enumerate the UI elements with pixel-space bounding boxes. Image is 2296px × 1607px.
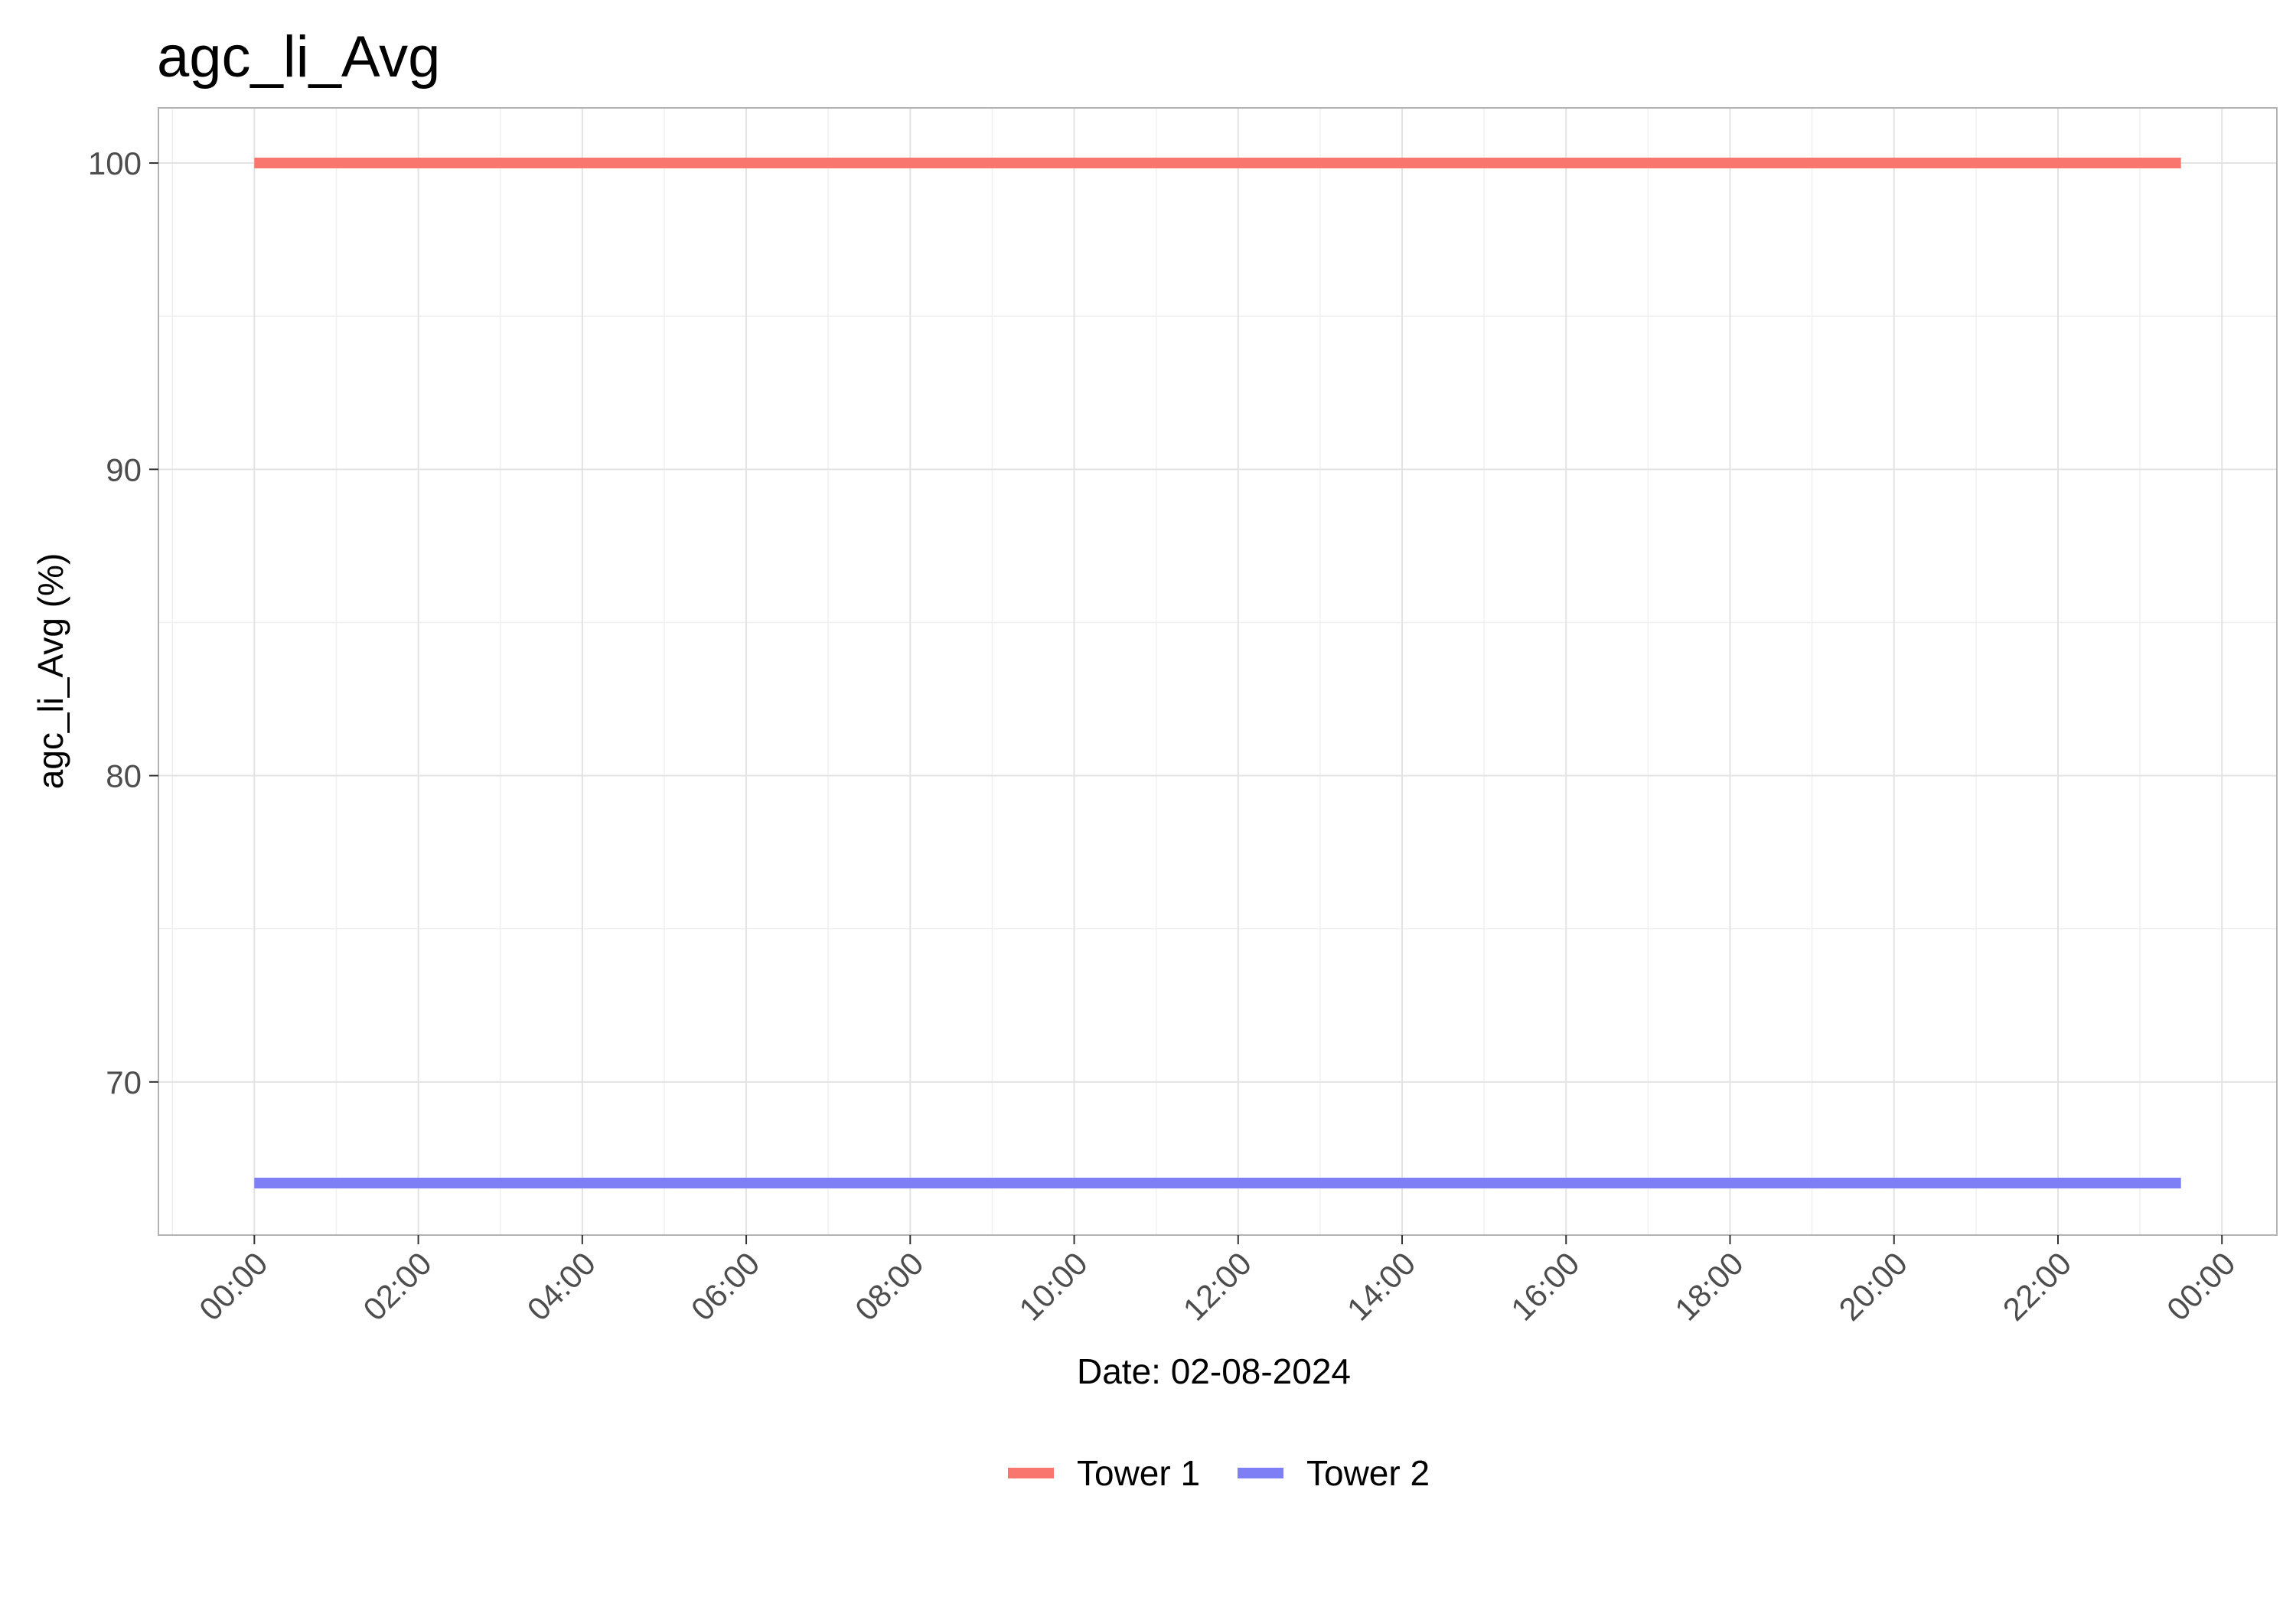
y-tick-label: 80	[106, 758, 142, 794]
y-axis-ticks: 70 80 90 100	[88, 145, 158, 1100]
legend-label-2: Tower 2	[1306, 1453, 1430, 1493]
x-tick-label: 14:00	[1340, 1245, 1423, 1328]
y-tick-label: 70	[106, 1064, 142, 1100]
x-tick-label: 02:00	[356, 1245, 439, 1328]
x-tick-label: 12:00	[1176, 1245, 1259, 1328]
x-tick-label: 18:00	[1668, 1245, 1750, 1328]
y-axis-title: agc_li_Avg (%)	[31, 553, 70, 790]
x-tick-label: 16:00	[1504, 1245, 1587, 1328]
y-tick-label: 100	[88, 145, 142, 181]
x-tick-label: 08:00	[848, 1245, 931, 1328]
legend-label-1: Tower 1	[1077, 1453, 1200, 1493]
chart-title: agc_li_Avg	[157, 24, 440, 90]
x-tick-label: 00:00	[192, 1245, 275, 1328]
y-tick-label: 90	[106, 451, 142, 487]
legend: Tower 1 Tower 2	[1008, 1453, 1430, 1493]
series-layer	[254, 158, 2181, 1188]
plot-panel-border	[158, 107, 2278, 1236]
x-axis-ticks: 00:00 02:00 04:00 06:00 08:00 10:00 12:00 14:00…	[192, 1235, 2242, 1328]
grid-minor	[158, 108, 2277, 1236]
x-tick-label: 04:00	[520, 1245, 603, 1328]
x-tick-label: 22:00	[1996, 1245, 2079, 1328]
x-tick-label: 06:00	[684, 1245, 767, 1328]
x-tick-label: 10:00	[1012, 1245, 1094, 1328]
grid-major	[158, 108, 2277, 1235]
x-tick-label: 00:00	[2160, 1245, 2242, 1328]
x-axis-title: Date: 02-08-2024	[1077, 1351, 1351, 1391]
x-tick-label: 20:00	[1832, 1245, 1915, 1328]
